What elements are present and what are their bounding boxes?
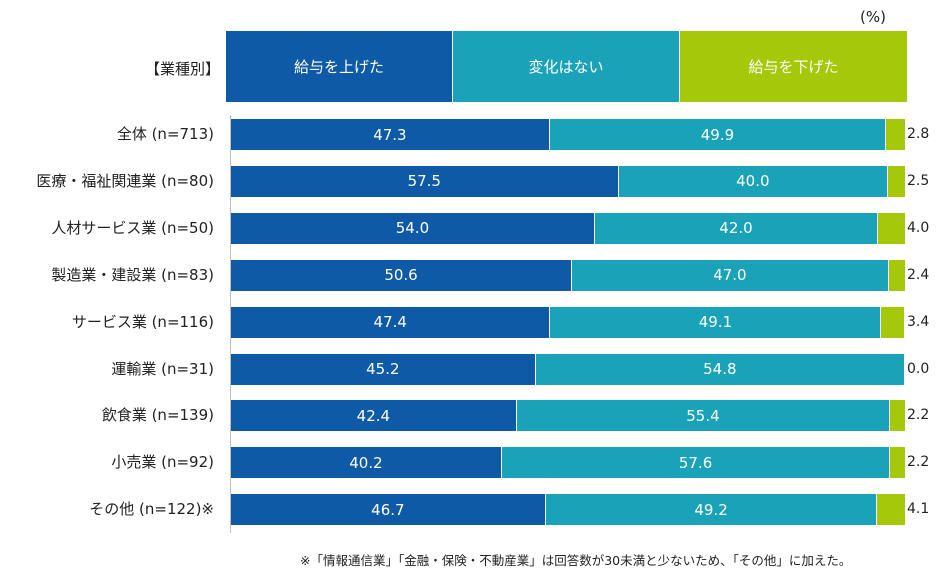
- bar-segment-series-1: 47.3: [231, 119, 550, 150]
- bar-segment-series-1: 40.2: [231, 447, 502, 479]
- bar-segment-series-2: 55.4: [516, 400, 891, 432]
- data-label-lowered: 2.5: [907, 172, 930, 189]
- category-label: 医療・福祉関連業 (n=80): [36, 171, 214, 190]
- bar-segment-series-1: 47.4: [231, 306, 551, 338]
- category-label: 製造業・建設業 (n=83): [51, 265, 214, 284]
- bar-segment-series-1: 42.4: [231, 400, 517, 432]
- bar-segment-series-2: 49.1: [550, 306, 882, 338]
- legend-unchanged: 変化はない: [453, 31, 679, 102]
- data-label-lowered: 4.0: [907, 219, 930, 236]
- bar-segment-series-2: 54.8: [535, 353, 905, 385]
- bar-segment-series-3: [886, 119, 905, 150]
- bar-segment-series-2: 40.0: [618, 165, 889, 197]
- bar-segment-series-3: [890, 447, 905, 479]
- bar-segment-series-3: [881, 306, 905, 338]
- data-label-lowered: 2.2: [907, 454, 930, 471]
- bar-segment-series-3: [878, 212, 905, 244]
- bar-segment-series-2: 57.6: [501, 447, 891, 479]
- bar-segment-series-2: 42.0: [594, 212, 879, 244]
- bar-segment-series-2: 49.2: [545, 494, 878, 526]
- category-label: 全体 (n=713): [116, 125, 214, 143]
- category-label: 小売業 (n=92): [111, 453, 214, 472]
- bar-segment-series-3: [888, 165, 905, 197]
- category-header: 【業種別】: [144, 60, 220, 78]
- bar-segment-series-1: 54.0: [231, 212, 595, 244]
- category-label: 飲食業 (n=139): [101, 406, 214, 425]
- data-label-lowered: 2.2: [907, 407, 930, 424]
- bar-segment-series-3: [890, 400, 905, 432]
- data-label-lowered: 2.8: [907, 126, 930, 142]
- data-label-lowered: 3.4: [907, 313, 930, 330]
- category-label: その他 (n=122)※: [89, 500, 214, 519]
- legend-lowered: 給与を下げた: [680, 31, 907, 102]
- bar-segment-series-1: 50.6: [231, 259, 573, 291]
- category-label: サービス業 (n=116): [71, 312, 214, 331]
- category-label: 運輸業 (n=31): [111, 359, 214, 378]
- bar-segment-series-2: 47.0: [572, 259, 889, 291]
- category-label: 人材サービス業 (n=50): [51, 218, 214, 237]
- legend-raised: 給与を上げた: [226, 31, 452, 102]
- bar-segment-series-3: [877, 494, 905, 526]
- bar-segment-series-2: 49.9: [549, 119, 887, 150]
- bar-segment-series-1: 45.2: [231, 353, 536, 385]
- data-label-lowered: 0.0: [907, 360, 930, 377]
- bar-segment-series-3: [888, 259, 905, 291]
- footnote: ※「情報通信業」「金融・保険・不動産業」は回答数が30未満と少ないため、「その他…: [300, 553, 852, 568]
- unit-label: (%): [860, 8, 886, 26]
- data-label-lowered: 4.1: [907, 501, 930, 518]
- data-label-lowered: 2.4: [907, 266, 930, 283]
- bar-segment-series-1: 57.5: [231, 165, 619, 197]
- category-axis-line: [230, 115, 231, 533]
- bar-segment-series-1: 46.7: [231, 494, 546, 526]
